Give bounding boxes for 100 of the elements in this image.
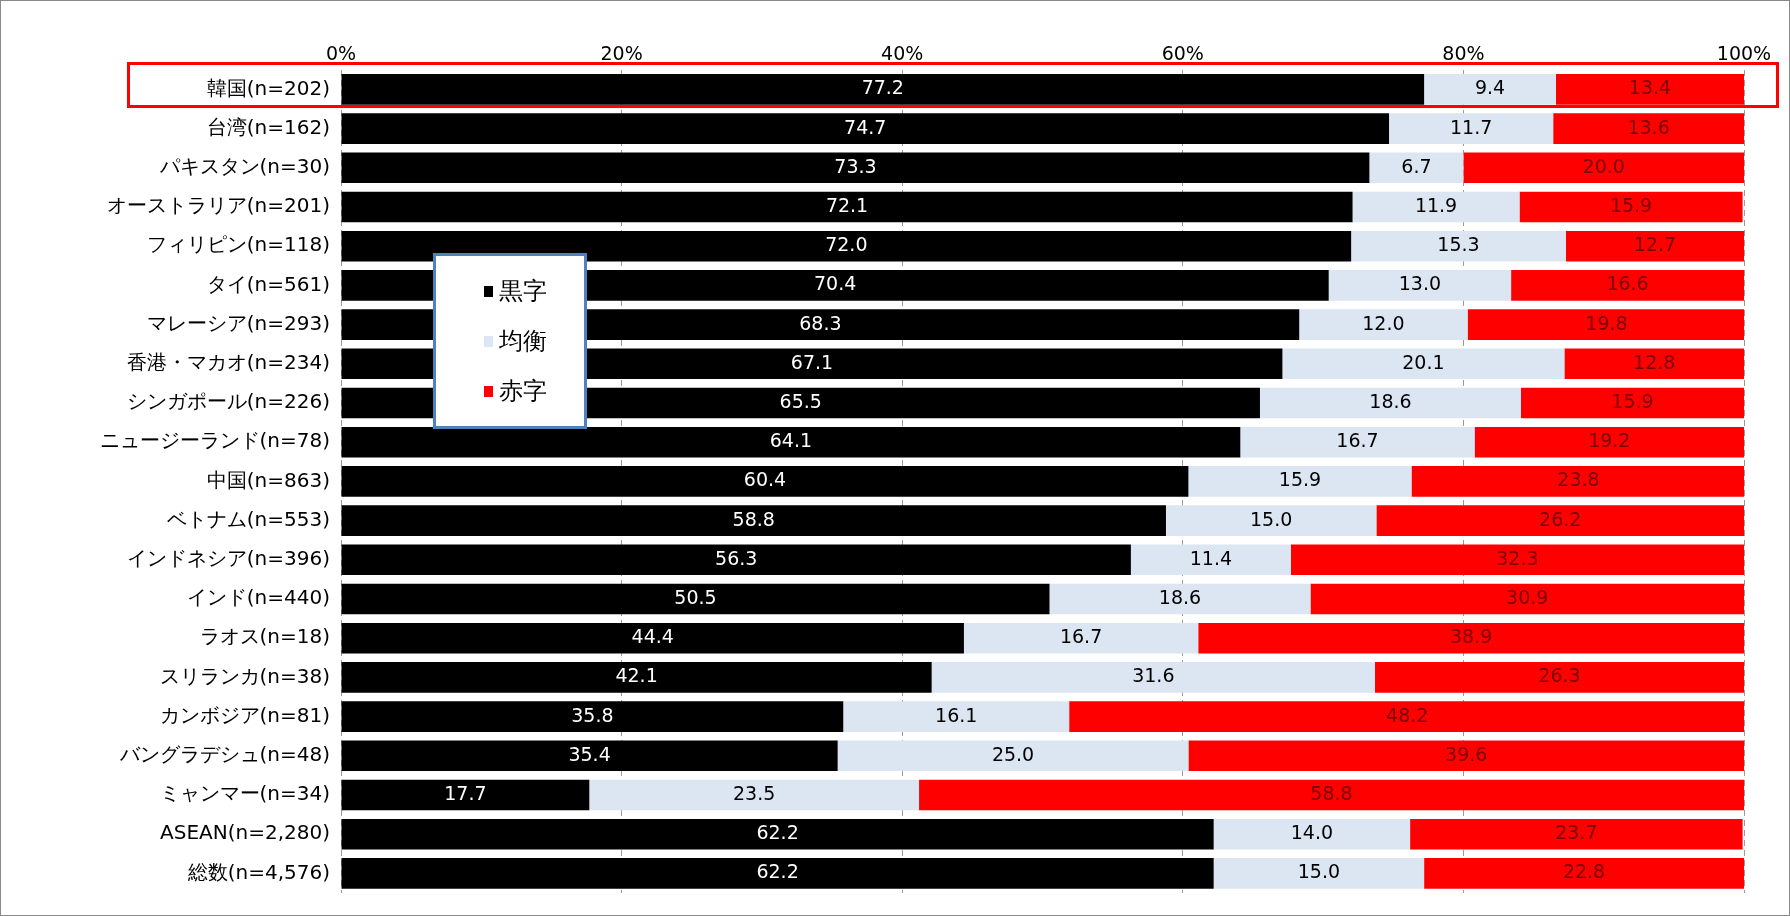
bar bbox=[1198, 622, 1744, 654]
data-label: 15.0 bbox=[1297, 860, 1341, 883]
y-tick-label: フィリピン(n=118) bbox=[146, 232, 330, 257]
data-label: 72.0 bbox=[825, 233, 868, 256]
bar bbox=[1556, 74, 1744, 105]
y-tick-label: オーストラリア(n=201) bbox=[106, 193, 330, 218]
data-label: 20.0 bbox=[1582, 154, 1625, 177]
bar bbox=[589, 779, 920, 811]
y-tick-label: ASEAN(n=2,280) bbox=[160, 820, 330, 845]
bar bbox=[341, 858, 1214, 889]
y-tick-label: 台湾(n=162) bbox=[206, 114, 330, 139]
data-label: 77.2 bbox=[861, 76, 904, 99]
legend-label: 黒字 bbox=[499, 276, 547, 307]
bar bbox=[931, 662, 1376, 693]
y-tick-label: 中国(n=863) bbox=[206, 467, 330, 492]
data-label: 13.0 bbox=[1398, 272, 1442, 295]
bar bbox=[1375, 662, 1744, 693]
bar bbox=[341, 505, 1166, 536]
x-tick-label: 100% bbox=[1716, 42, 1772, 65]
y-tick-label: ベトナム(n=553) bbox=[166, 506, 330, 531]
y-tick-label: シンガポール(n=226) bbox=[126, 389, 330, 414]
data-label: 65.5 bbox=[779, 389, 822, 412]
bar bbox=[1310, 583, 1744, 615]
data-label: 25.0 bbox=[991, 742, 1035, 765]
data-label: 20.1 bbox=[1402, 350, 1445, 373]
data-label: 18.6 bbox=[1158, 585, 1202, 608]
data-label: 58.8 bbox=[732, 507, 775, 530]
data-label: 15.9 bbox=[1278, 468, 1322, 491]
data-label: 22.8 bbox=[1562, 860, 1606, 883]
x-tick-label: 80% bbox=[1442, 42, 1485, 65]
data-label: 13.4 bbox=[1628, 76, 1672, 99]
bar bbox=[1424, 74, 1556, 105]
bar bbox=[1165, 505, 1377, 536]
data-label: 35.4 bbox=[568, 742, 611, 765]
x-tick-label: 60% bbox=[1161, 42, 1204, 65]
bar bbox=[1188, 466, 1412, 497]
bar bbox=[1564, 348, 1744, 380]
bar bbox=[341, 426, 1241, 458]
bar bbox=[1328, 270, 1512, 301]
data-label: 31.6 bbox=[1132, 664, 1175, 687]
data-label: 70.4 bbox=[813, 272, 857, 295]
bar bbox=[1213, 818, 1411, 850]
bar bbox=[1351, 230, 1566, 262]
data-label: 64.1 bbox=[769, 429, 813, 452]
bar bbox=[1389, 113, 1554, 144]
bar bbox=[341, 191, 1353, 223]
data-label: 18.6 bbox=[1369, 389, 1412, 412]
bar bbox=[963, 622, 1199, 654]
data-label: 56.3 bbox=[715, 546, 758, 569]
data-label: 35.8 bbox=[571, 703, 614, 726]
data-label: 26.2 bbox=[1539, 507, 1582, 530]
data-label: 16.6 bbox=[1606, 272, 1649, 295]
bar bbox=[341, 230, 1352, 262]
y-tick-label: ラオス(n=18) bbox=[199, 624, 330, 649]
data-label: 26.3 bbox=[1538, 664, 1581, 687]
y-tick-label: スリランカ(n=38) bbox=[159, 663, 330, 688]
bar bbox=[1130, 544, 1291, 576]
data-label: 16.7 bbox=[1059, 625, 1103, 648]
bar bbox=[837, 740, 1189, 772]
bar bbox=[341, 583, 1050, 615]
data-label: 48.2 bbox=[1386, 703, 1429, 726]
data-label: 67.1 bbox=[790, 350, 834, 373]
y-tick-label: 韓国(n=202) bbox=[206, 75, 330, 100]
data-label: 68.3 bbox=[799, 311, 842, 334]
data-label: 11.9 bbox=[1414, 193, 1458, 216]
bar bbox=[1282, 348, 1565, 380]
bar bbox=[341, 818, 1214, 850]
y-tick-label: ニュージーランド(n=78) bbox=[99, 428, 330, 453]
bar bbox=[1290, 544, 1744, 576]
bar bbox=[1410, 818, 1743, 850]
y-tick-label: バングラデシュ(n=48) bbox=[118, 742, 330, 766]
bar bbox=[843, 701, 1070, 732]
bar bbox=[1519, 191, 1743, 223]
data-label: 13.6 bbox=[1627, 115, 1670, 138]
data-label: 32.3 bbox=[1496, 546, 1539, 569]
bar bbox=[919, 779, 1744, 811]
data-label: 30.9 bbox=[1506, 585, 1549, 608]
data-label: 50.5 bbox=[674, 585, 717, 608]
data-label: 73.3 bbox=[834, 154, 877, 177]
data-label: 23.8 bbox=[1557, 468, 1600, 491]
bar bbox=[1520, 387, 1744, 419]
data-label: 60.4 bbox=[743, 468, 787, 491]
bar bbox=[1467, 309, 1744, 340]
data-label: 17.7 bbox=[444, 781, 487, 804]
data-label: 15.9 bbox=[1609, 193, 1653, 216]
data-label: 11.7 bbox=[1449, 115, 1493, 138]
legend-label: 均衡 bbox=[499, 326, 547, 357]
y-tick-label: カンボジア(n=81) bbox=[159, 702, 330, 727]
bar bbox=[1376, 505, 1744, 536]
bar bbox=[1299, 309, 1468, 340]
bar bbox=[1511, 270, 1744, 301]
data-label: 58.8 bbox=[1310, 781, 1353, 804]
bar bbox=[1049, 583, 1311, 615]
bar bbox=[1240, 426, 1475, 458]
data-label: 15.0 bbox=[1250, 507, 1293, 530]
x-tick-label: 20% bbox=[600, 42, 643, 65]
bar bbox=[341, 622, 964, 654]
x-tick-label: 40% bbox=[881, 42, 924, 65]
y-tick-label: 香港・マカオ(n=234) bbox=[126, 350, 330, 374]
bar bbox=[341, 544, 1131, 576]
